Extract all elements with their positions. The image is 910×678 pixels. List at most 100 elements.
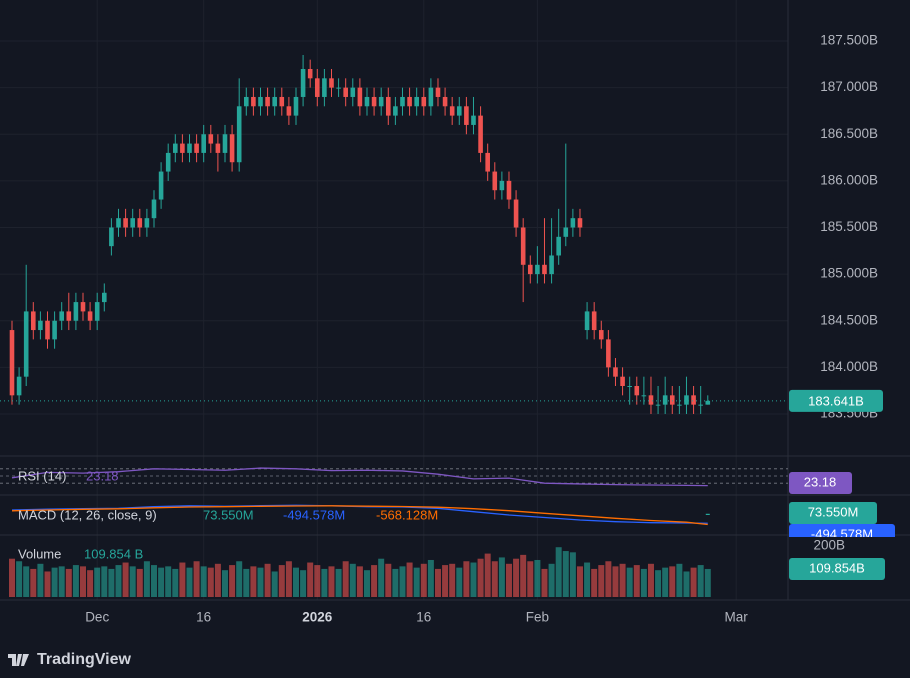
candle-body	[591, 311, 597, 331]
candle-body	[648, 395, 654, 405]
volume-bar	[264, 563, 271, 597]
y-tick-label: 186.000B	[820, 172, 878, 187]
candle-body	[442, 96, 448, 107]
volume-bar	[65, 568, 72, 597]
volume-bar	[363, 570, 370, 597]
candle-body	[378, 96, 384, 107]
candle-body	[357, 87, 363, 107]
volume-bar	[385, 563, 392, 597]
volume-bar	[186, 567, 193, 597]
candle-body	[684, 395, 689, 405]
candle-body	[506, 180, 512, 200]
candle-body	[151, 199, 157, 219]
volume-bar	[513, 558, 520, 597]
volume-bar	[378, 558, 385, 597]
candle-body	[527, 264, 533, 275]
volume-bar	[520, 554, 527, 597]
volume-bar	[655, 570, 662, 597]
volume-bar	[612, 566, 619, 597]
candle-body	[627, 386, 632, 388]
candle-body	[414, 96, 419, 107]
candle-body	[698, 404, 703, 406]
candle-body	[23, 311, 29, 377]
candle-body	[449, 106, 455, 116]
candle-body	[535, 264, 540, 275]
volume-bar	[58, 566, 65, 597]
volume-bar	[23, 566, 30, 597]
candle-body	[705, 400, 711, 405]
volume-bar	[434, 568, 441, 597]
volume-bar	[605, 561, 612, 597]
volume-bar	[285, 561, 292, 597]
candle-body	[38, 320, 43, 331]
volume-bar	[243, 568, 250, 597]
volume-bar	[307, 562, 314, 597]
volume-bar	[690, 567, 697, 597]
volume-bar	[449, 563, 456, 597]
candle-body	[400, 96, 405, 107]
volume-bar	[584, 562, 591, 597]
volume-bar	[257, 567, 264, 597]
candle-body	[520, 227, 526, 265]
candle-body	[59, 311, 64, 321]
volume-bar	[704, 568, 711, 597]
candle-body	[662, 395, 668, 405]
volume-bar	[278, 565, 285, 597]
volume-legend-value: 109.854 B	[84, 546, 143, 561]
volume-bar	[271, 571, 278, 597]
volume-bar	[491, 561, 498, 597]
candle-body	[116, 218, 121, 228]
candle-body	[598, 330, 604, 340]
x-tick-label: Mar	[725, 610, 749, 625]
macd-value: -494.578M	[283, 507, 345, 522]
candle-body	[669, 395, 675, 405]
volume-bar	[371, 565, 378, 597]
volume-bar	[87, 570, 94, 597]
volume-bar	[30, 568, 37, 597]
candle-body	[94, 302, 100, 321]
volume-value-box	[789, 558, 885, 580]
volume-bar	[94, 567, 101, 597]
rsi-value-label: 23.18	[804, 474, 837, 489]
volume-bar	[555, 547, 562, 597]
candle-body	[570, 218, 576, 228]
candle-body	[584, 311, 590, 331]
candle-body	[677, 404, 682, 406]
candle-body	[180, 143, 185, 153]
volume-bar	[541, 568, 548, 597]
candle-body	[30, 311, 36, 331]
candle-body	[556, 236, 561, 256]
volume-bar	[683, 571, 690, 597]
candle-body	[87, 311, 93, 321]
volume-bar	[498, 557, 505, 597]
candle-body	[343, 87, 348, 97]
volume-bar	[356, 566, 363, 597]
candle-body	[336, 87, 341, 89]
candle-body	[215, 143, 221, 153]
y-tick-label: 186.500B	[820, 126, 878, 141]
candle-body	[165, 152, 171, 172]
candle-body	[620, 376, 625, 387]
candle-body	[208, 134, 214, 144]
candle-body	[329, 78, 334, 88]
volume-bar	[335, 568, 342, 597]
candle-body	[577, 218, 583, 228]
volume-bar	[229, 565, 236, 597]
candle-body	[435, 87, 441, 97]
macd-hist-value: 73.550M	[203, 507, 254, 522]
volume-bar	[619, 563, 626, 597]
candle-body	[492, 171, 498, 191]
candle-body	[52, 320, 57, 340]
volume-bar	[349, 563, 356, 597]
volume-bar	[534, 559, 541, 597]
volume-bar	[676, 563, 683, 597]
candle-body	[144, 218, 150, 228]
volume-bar	[413, 567, 420, 597]
volume-bar	[129, 566, 136, 597]
volume-bar	[406, 562, 413, 597]
volume-bar	[399, 566, 406, 597]
candle-body	[236, 106, 242, 163]
candle-body	[300, 68, 306, 97]
volume-bar	[569, 552, 576, 597]
candle-body	[293, 96, 299, 116]
